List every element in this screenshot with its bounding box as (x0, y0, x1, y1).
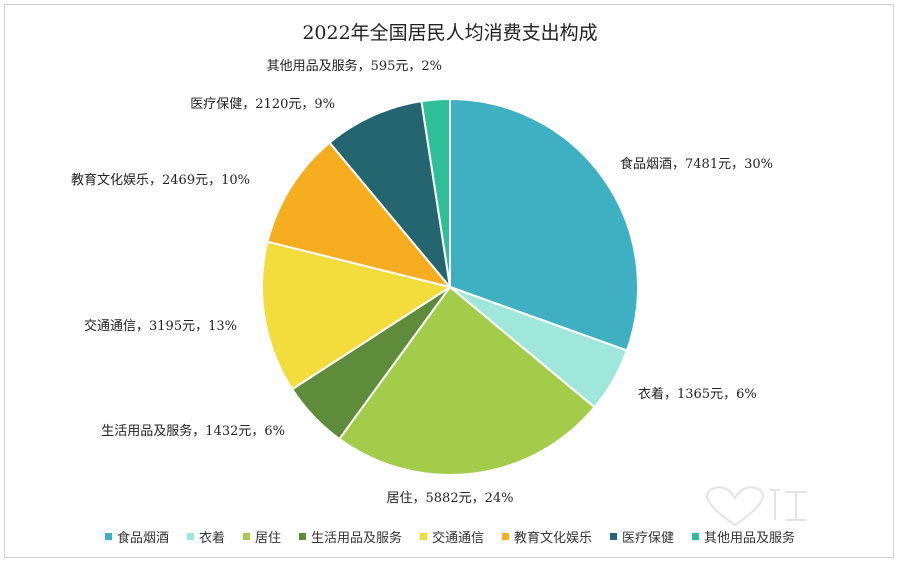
data-label-5: 交通通信，3195元，13% (84, 318, 237, 334)
legend-label: 医疗保健 (622, 531, 675, 546)
legend-item-3: 居住 (242, 527, 281, 546)
legend-swatch (298, 533, 306, 540)
legend-swatch (502, 533, 510, 540)
legend-item-2: 衣着 (186, 527, 225, 546)
pie-slice-1 (449, 97, 639, 352)
legend-label: 教育文化娱乐 (514, 531, 593, 546)
legend-item-1: 食品烟酒 (104, 527, 169, 546)
data-label-1: 食品烟酒，7481元，30% (620, 156, 773, 172)
data-label-6: 教育文化娱乐，2469元，10% (71, 172, 250, 188)
pie-slice-8 (420, 97, 451, 288)
legend-label: 交通通信 (432, 531, 485, 546)
legend-swatch (242, 533, 250, 540)
pie-slice-3 (337, 285, 596, 476)
pie-slice-7 (328, 100, 452, 291)
data-label-3: 居住，5882元，24% (387, 491, 514, 506)
legend-label: 衣着 (198, 531, 225, 546)
legend-label: 生活用品及服务 (310, 531, 402, 546)
data-label-4: 生活用品及服务，1432元，6% (101, 423, 285, 439)
chart-legend: 食品烟酒 衣着 居住 生活用品及服务 交通通信 教育文化娱乐 医疗保健 其他用品及服务 (0, 527, 900, 546)
watermark-logo-icon (706, 486, 807, 527)
data-label-7: 医疗保健，2120元，9% (190, 97, 335, 112)
legend-item-8: 其他用品及服务 (692, 527, 795, 546)
legend-label: 其他用品及服务 (704, 531, 796, 546)
pie-slices (261, 97, 639, 476)
legend-label: 居住 (254, 531, 281, 546)
legend-swatch (610, 533, 618, 540)
legend-swatch (420, 533, 427, 540)
legend-swatch (104, 533, 112, 540)
legend-swatch (692, 533, 700, 540)
legend-label: 食品烟酒 (116, 531, 169, 546)
legend-item-5: 交通通信 (420, 527, 484, 546)
chart-title: 2022年全国居民人均消费支出构成 (302, 22, 598, 44)
data-label-2: 衣着，1365元，6% (638, 386, 757, 402)
legend-item-7: 医疗保健 (610, 527, 674, 546)
legend-swatch (186, 533, 194, 540)
pie-slice-5 (261, 240, 453, 391)
pie-slice-6 (266, 141, 453, 289)
legend-item-4: 生活用品及服务 (298, 527, 402, 546)
data-labels: 食品烟酒，7481元，30% 衣着，1365元，6% 居住，5882元，24% 生活用… (71, 58, 773, 506)
data-label-8: 其他用品及服务，595元，2% (267, 58, 442, 74)
legend-item-6: 教育文化娱乐 (502, 527, 592, 546)
